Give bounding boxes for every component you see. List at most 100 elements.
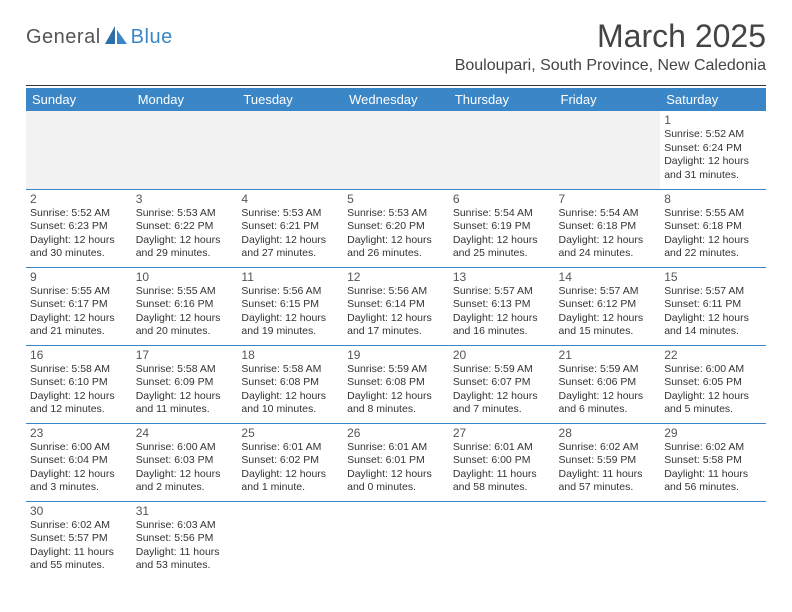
day-info: Sunrise: 5:56 AMSunset: 6:14 PMDaylight:… (347, 285, 445, 340)
day-info: Sunrise: 5:53 AMSunset: 6:20 PMDaylight:… (347, 207, 445, 262)
calendar-cell: 27Sunrise: 6:01 AMSunset: 6:00 PMDayligh… (449, 423, 555, 501)
calendar-cell: 8Sunrise: 5:55 AMSunset: 6:18 PMDaylight… (660, 189, 766, 267)
calendar-cell: 24Sunrise: 6:00 AMSunset: 6:03 PMDayligh… (132, 423, 238, 501)
calendar-cell: 10Sunrise: 5:55 AMSunset: 6:16 PMDayligh… (132, 267, 238, 345)
calendar-row: 2Sunrise: 5:52 AMSunset: 6:23 PMDaylight… (26, 189, 766, 267)
calendar-cell: 29Sunrise: 6:02 AMSunset: 5:58 PMDayligh… (660, 423, 766, 501)
weekday-header: Sunday (26, 88, 132, 111)
calendar-table: Sunday Monday Tuesday Wednesday Thursday… (26, 88, 766, 579)
day-info: Sunrise: 6:01 AMSunset: 6:02 PMDaylight:… (241, 441, 339, 496)
calendar-cell: 6Sunrise: 5:54 AMSunset: 6:19 PMDaylight… (449, 189, 555, 267)
weekday-header: Wednesday (343, 88, 449, 111)
calendar-cell: 13Sunrise: 5:57 AMSunset: 6:13 PMDayligh… (449, 267, 555, 345)
weekday-header-row: Sunday Monday Tuesday Wednesday Thursday… (26, 88, 766, 111)
day-number: 3 (136, 192, 234, 206)
day-number: 23 (30, 426, 128, 440)
day-number: 9 (30, 270, 128, 284)
divider (26, 85, 766, 86)
day-info: Sunrise: 5:59 AMSunset: 6:07 PMDaylight:… (453, 363, 551, 418)
day-info: Sunrise: 5:58 AMSunset: 6:09 PMDaylight:… (136, 363, 234, 418)
calendar-cell-blank (26, 111, 132, 189)
day-info: Sunrise: 5:53 AMSunset: 6:21 PMDaylight:… (241, 207, 339, 262)
day-info: Sunrise: 5:58 AMSunset: 6:10 PMDaylight:… (30, 363, 128, 418)
day-info: Sunrise: 6:02 AMSunset: 5:58 PMDaylight:… (664, 441, 762, 496)
calendar-cell: 11Sunrise: 5:56 AMSunset: 6:15 PMDayligh… (237, 267, 343, 345)
day-number: 17 (136, 348, 234, 362)
calendar-cell-blank (555, 111, 661, 189)
day-number: 25 (241, 426, 339, 440)
day-info: Sunrise: 5:55 AMSunset: 6:18 PMDaylight:… (664, 207, 762, 262)
day-number: 24 (136, 426, 234, 440)
day-number: 20 (453, 348, 551, 362)
calendar-cell: 7Sunrise: 5:54 AMSunset: 6:18 PMDaylight… (555, 189, 661, 267)
calendar-cell-blank (449, 501, 555, 579)
day-number: 6 (453, 192, 551, 206)
day-info: Sunrise: 5:52 AMSunset: 6:23 PMDaylight:… (30, 207, 128, 262)
calendar-cell-blank (449, 111, 555, 189)
calendar-cell-blank (343, 501, 449, 579)
calendar-cell: 22Sunrise: 6:00 AMSunset: 6:05 PMDayligh… (660, 345, 766, 423)
calendar-cell: 16Sunrise: 5:58 AMSunset: 6:10 PMDayligh… (26, 345, 132, 423)
day-number: 21 (559, 348, 657, 362)
day-number: 12 (347, 270, 445, 284)
weekday-header: Monday (132, 88, 238, 111)
day-info: Sunrise: 6:00 AMSunset: 6:03 PMDaylight:… (136, 441, 234, 496)
calendar-cell-blank (660, 501, 766, 579)
calendar-cell: 26Sunrise: 6:01 AMSunset: 6:01 PMDayligh… (343, 423, 449, 501)
day-info: Sunrise: 6:01 AMSunset: 6:00 PMDaylight:… (453, 441, 551, 496)
day-number: 13 (453, 270, 551, 284)
logo-text-a: General (26, 26, 101, 49)
day-info: Sunrise: 5:55 AMSunset: 6:16 PMDaylight:… (136, 285, 234, 340)
day-number: 18 (241, 348, 339, 362)
day-info: Sunrise: 5:59 AMSunset: 6:08 PMDaylight:… (347, 363, 445, 418)
calendar-cell: 15Sunrise: 5:57 AMSunset: 6:11 PMDayligh… (660, 267, 766, 345)
day-number: 5 (347, 192, 445, 206)
day-number: 11 (241, 270, 339, 284)
title-block: March 2025 Bouloupari, South Province, N… (455, 18, 766, 79)
day-info: Sunrise: 5:54 AMSunset: 6:18 PMDaylight:… (559, 207, 657, 262)
day-number: 15 (664, 270, 762, 284)
page-title: March 2025 (455, 18, 766, 55)
calendar-row: 1Sunrise: 5:52 AMSunset: 6:24 PMDaylight… (26, 111, 766, 189)
calendar-cell: 1Sunrise: 5:52 AMSunset: 6:24 PMDaylight… (660, 111, 766, 189)
location-text: Bouloupari, South Province, New Caledoni… (455, 57, 766, 75)
day-info: Sunrise: 6:02 AMSunset: 5:59 PMDaylight:… (559, 441, 657, 496)
calendar-cell: 2Sunrise: 5:52 AMSunset: 6:23 PMDaylight… (26, 189, 132, 267)
day-info: Sunrise: 5:54 AMSunset: 6:19 PMDaylight:… (453, 207, 551, 262)
day-number: 2 (30, 192, 128, 206)
calendar-cell: 18Sunrise: 5:58 AMSunset: 6:08 PMDayligh… (237, 345, 343, 423)
day-info: Sunrise: 6:00 AMSunset: 6:05 PMDaylight:… (664, 363, 762, 418)
day-info: Sunrise: 5:55 AMSunset: 6:17 PMDaylight:… (30, 285, 128, 340)
calendar-cell: 28Sunrise: 6:02 AMSunset: 5:59 PMDayligh… (555, 423, 661, 501)
calendar-cell-blank (343, 111, 449, 189)
weekday-header: Tuesday (237, 88, 343, 111)
calendar-cell: 23Sunrise: 6:00 AMSunset: 6:04 PMDayligh… (26, 423, 132, 501)
weekday-header: Thursday (449, 88, 555, 111)
calendar-cell: 17Sunrise: 5:58 AMSunset: 6:09 PMDayligh… (132, 345, 238, 423)
day-info: Sunrise: 6:00 AMSunset: 6:04 PMDaylight:… (30, 441, 128, 496)
day-info: Sunrise: 5:57 AMSunset: 6:13 PMDaylight:… (453, 285, 551, 340)
calendar-cell: 14Sunrise: 5:57 AMSunset: 6:12 PMDayligh… (555, 267, 661, 345)
day-number: 10 (136, 270, 234, 284)
day-number: 28 (559, 426, 657, 440)
calendar-cell: 21Sunrise: 5:59 AMSunset: 6:06 PMDayligh… (555, 345, 661, 423)
weekday-header: Friday (555, 88, 661, 111)
day-info: Sunrise: 5:57 AMSunset: 6:11 PMDaylight:… (664, 285, 762, 340)
calendar-cell: 25Sunrise: 6:01 AMSunset: 6:02 PMDayligh… (237, 423, 343, 501)
day-number: 1 (664, 113, 762, 127)
weekday-header: Saturday (660, 88, 766, 111)
calendar-cell-blank (237, 111, 343, 189)
calendar-cell: 19Sunrise: 5:59 AMSunset: 6:08 PMDayligh… (343, 345, 449, 423)
calendar-cell: 20Sunrise: 5:59 AMSunset: 6:07 PMDayligh… (449, 345, 555, 423)
calendar-cell: 3Sunrise: 5:53 AMSunset: 6:22 PMDaylight… (132, 189, 238, 267)
day-number: 4 (241, 192, 339, 206)
day-number: 19 (347, 348, 445, 362)
day-number: 16 (30, 348, 128, 362)
day-number: 31 (136, 504, 234, 518)
calendar-row: 9Sunrise: 5:55 AMSunset: 6:17 PMDaylight… (26, 267, 766, 345)
calendar-row: 30Sunrise: 6:02 AMSunset: 5:57 PMDayligh… (26, 501, 766, 579)
logo-text-b: Blue (131, 26, 173, 49)
day-number: 7 (559, 192, 657, 206)
day-info: Sunrise: 5:59 AMSunset: 6:06 PMDaylight:… (559, 363, 657, 418)
logo: General Blue (26, 24, 173, 51)
